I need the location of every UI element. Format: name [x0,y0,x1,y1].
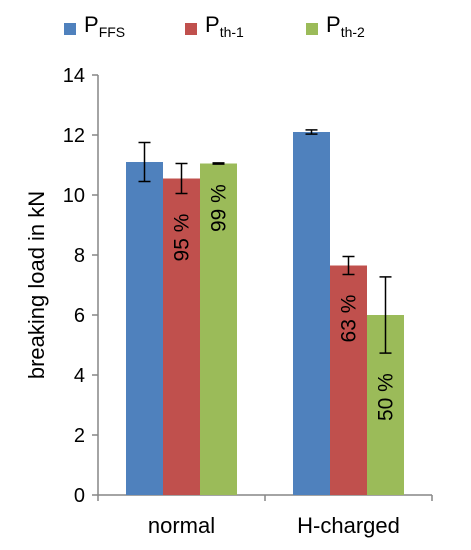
data-label: 95 % [171,214,194,262]
x-tick-label: H-charged [297,513,400,538]
x-tick-label: normal [148,513,215,538]
y-tick-label: 10 [63,185,85,207]
legend-label-pth2: Pth-2 [326,12,365,41]
chart-legend: PFFS Pth-1 Pth-2 [0,0,471,50]
legend-swatch-pffs [64,22,76,35]
legend-swatch-pth1 [185,22,197,35]
bar [330,265,367,495]
legend-item-pth2: Pth-2 [306,14,365,43]
data-label: 63 % [338,295,361,343]
legend-item-pffs: PFFS [64,14,125,43]
bar [200,163,237,495]
y-axis-title: breaking load in kN [24,191,49,379]
data-label: 50 % [375,373,398,421]
y-tick-label: 14 [63,65,85,87]
bar [163,178,200,495]
y-tick-label: 12 [63,125,85,147]
y-tick-label: 2 [74,425,85,447]
bar [126,162,163,495]
y-tick-label: 4 [74,365,85,387]
y-tick-label: 8 [74,245,85,267]
data-label: 99 % [208,184,231,232]
y-tick-label: 6 [74,305,85,327]
legend-label-pth1: Pth-1 [205,12,244,41]
bar [293,132,330,495]
legend-label-pffs: PFFS [84,12,126,41]
legend-item-pth1: Pth-1 [185,14,244,43]
legend-swatch-pth2 [306,22,318,35]
y-tick-label: 0 [74,485,85,507]
